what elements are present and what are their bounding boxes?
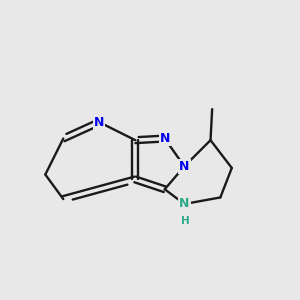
Text: N: N xyxy=(179,160,190,173)
Text: H: H xyxy=(181,216,189,226)
Text: N: N xyxy=(179,197,190,211)
Text: N: N xyxy=(160,132,170,145)
Text: N: N xyxy=(94,116,104,129)
